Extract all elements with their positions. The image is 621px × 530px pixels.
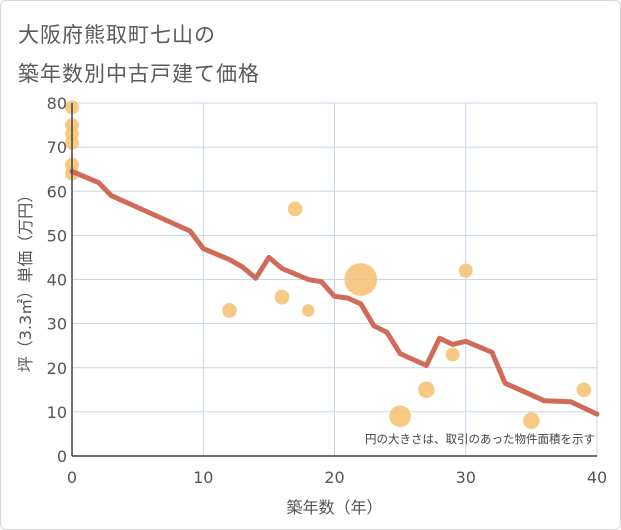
size-annotation: 円の大きさは、取引のあった物件面積を示す (365, 432, 595, 446)
y-tick-label: 30 (47, 315, 67, 334)
y-tick-label: 0 (57, 447, 67, 466)
bubble-point (576, 382, 592, 398)
bubble-point (344, 263, 378, 296)
bubble-series (65, 100, 592, 429)
x-tick-labels: 0 10 20 30 40 (67, 468, 607, 487)
y-tick-label: 50 (47, 226, 67, 245)
y-tick-labels: 0 10 20 30 40 50 60 70 80 (47, 94, 67, 466)
x-tick-label: 30 (456, 468, 476, 487)
bubble-point (445, 347, 460, 362)
bubble-point (301, 304, 315, 317)
x-axis-label: 築年数（年） (286, 498, 382, 517)
y-tick-label: 10 (47, 403, 67, 422)
bubble-point (523, 412, 540, 429)
bubble-point (274, 289, 290, 305)
y-tick-label: 80 (47, 94, 67, 113)
x-tick-label: 40 (587, 468, 607, 487)
grid-lines (72, 102, 598, 456)
x-tick-label: 0 (67, 468, 77, 487)
y-tick-label: 40 (47, 271, 67, 290)
chart-title-line-1: 大阪府熊取町七山の (18, 23, 216, 47)
y-tick-label: 70 (47, 138, 67, 157)
bubble-point (222, 303, 237, 318)
bubble-point (458, 263, 473, 278)
x-tick-label: 10 (193, 468, 213, 487)
x-tick-label: 20 (324, 468, 344, 487)
y-axis-label: 坪（3.3㎡）単価（万円） (16, 187, 35, 372)
bubble-point (287, 201, 303, 217)
bubble-point (389, 405, 411, 428)
trend-line (69, 168, 600, 417)
y-tick-label: 20 (47, 359, 67, 378)
y-tick-label: 60 (47, 182, 67, 201)
bubble-point (418, 381, 435, 399)
chart-title-line-2: 築年数別中古戸建て価格 (18, 62, 260, 86)
